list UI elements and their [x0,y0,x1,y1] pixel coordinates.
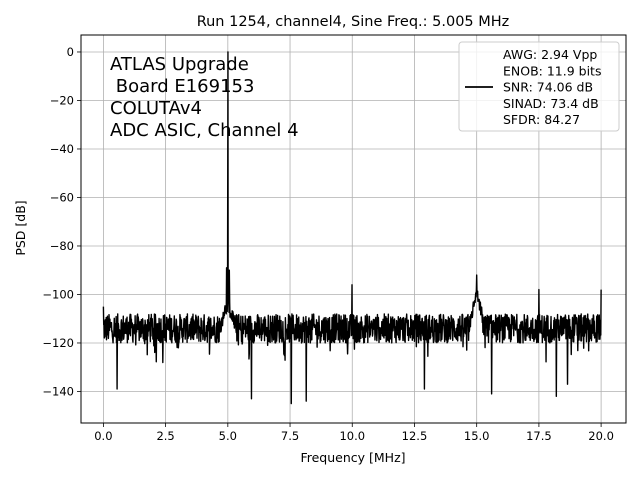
plot-area [102,51,602,405]
x-tick-label: 15.0 [464,429,490,443]
legend-box [458,41,620,132]
annotation-line: COLUTAv4 [110,98,202,119]
legend-text-line: SINAD: 73.4 dB [503,96,599,111]
x-tick-label: 12.5 [402,429,428,443]
y-tick-label: −60 [50,190,74,204]
x-tick-label: 7.5 [281,429,299,443]
x-axis-ticks: 0.0 2.5 5.0 7.5 10.0 12.5 15.0 17.5 20.0 [94,423,614,443]
x-tick-label: 20.0 [588,429,614,443]
legend-text-line: SNR: 74.06 dB [503,80,593,95]
legend-text-line: ENOB: 11.9 bits [503,63,601,78]
y-tick-label: −140 [42,384,74,398]
legend-text-line: AWG: 2.94 Vpp [503,47,597,62]
chart-title: Run 1254, channel4, Sine Freq.: 5.005 MH… [197,14,510,30]
y-tick-label: 0 [67,45,74,59]
y-axis-label: PSD [dB] [13,200,28,255]
x-tick-label: 5.0 [219,429,237,443]
x-tick-label: 17.5 [526,429,552,443]
y-tick-label: −80 [50,239,74,253]
y-tick-label: −120 [42,336,74,350]
x-tick-label: 2.5 [156,429,174,443]
x-tick-label: 0.0 [94,429,112,443]
annotation-line: Board E169153 [110,76,254,97]
plot-frame [80,34,627,424]
x-tick-label: 10.0 [339,429,365,443]
y-tick-label: −100 [42,287,74,301]
y-tick-label: −40 [50,142,74,156]
x-axis-label: Frequency [MHz] [300,450,405,465]
legend-text-line: SFDR: 84.27 [503,112,580,127]
y-tick-label: −20 [50,93,74,107]
annotation-line: ADC ASIC, Channel 4 [110,120,299,141]
y-axis-ticks: 0 −20 −40 −60 −80 −100 −120 −140 [42,45,81,398]
annotation-line: ATLAS Upgrade [110,54,249,75]
psd-trace [102,51,602,405]
